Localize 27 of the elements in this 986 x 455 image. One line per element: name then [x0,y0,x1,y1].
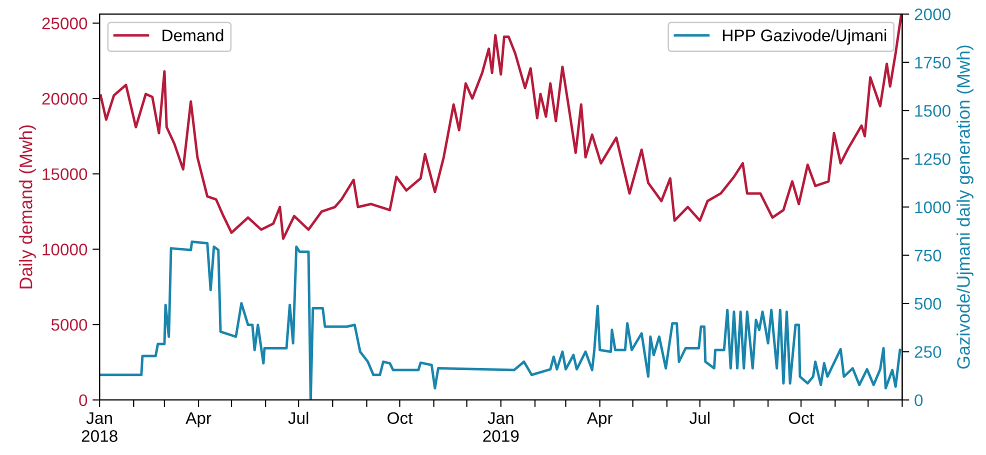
y2-tick-label: 500 [914,298,942,310]
y2-axis-title: Gazivode/Ujmani daily generation (Mwh) [956,46,974,369]
y2-tick-label: 1250 [915,153,950,165]
x-tick-label: Oct [388,412,413,424]
x-tick-label: Apr [586,412,613,428]
y2-tick-label: 1750 [915,56,950,69]
x-tick-label: Apr [186,412,212,428]
y-tick-label: 0 [79,394,88,406]
y-tick-label: 25000 [42,18,88,30]
y2-tick-label: 750 [914,250,942,262]
y-tick-label: 5000 [51,318,88,331]
y-axis-title: Daily demand (Mwh) [19,125,36,288]
y2-tick-label: 250 [914,346,942,358]
x-tick-label: Oct [788,412,814,424]
y2-tick-label: 0 [914,394,923,406]
y2-tick-label: 1000 [915,201,950,214]
y2-tick-label: 2000 [914,8,950,20]
y-tick-label: 10000 [42,244,88,256]
legend-label: HPP Gazivode/Ujmani [723,29,886,45]
y-tick-label: 15000 [42,168,88,180]
y-tick-label: 20000 [42,92,88,105]
x-tick-label: Jan 2018 [82,412,118,442]
x-tick-label: Jul [690,412,710,424]
y2-tick-label: 1500 [915,104,950,117]
legend-label: Demand [162,29,224,42]
x-tick-label: Jan 2019 [483,412,519,442]
x-tick-label: Jul [288,412,308,424]
